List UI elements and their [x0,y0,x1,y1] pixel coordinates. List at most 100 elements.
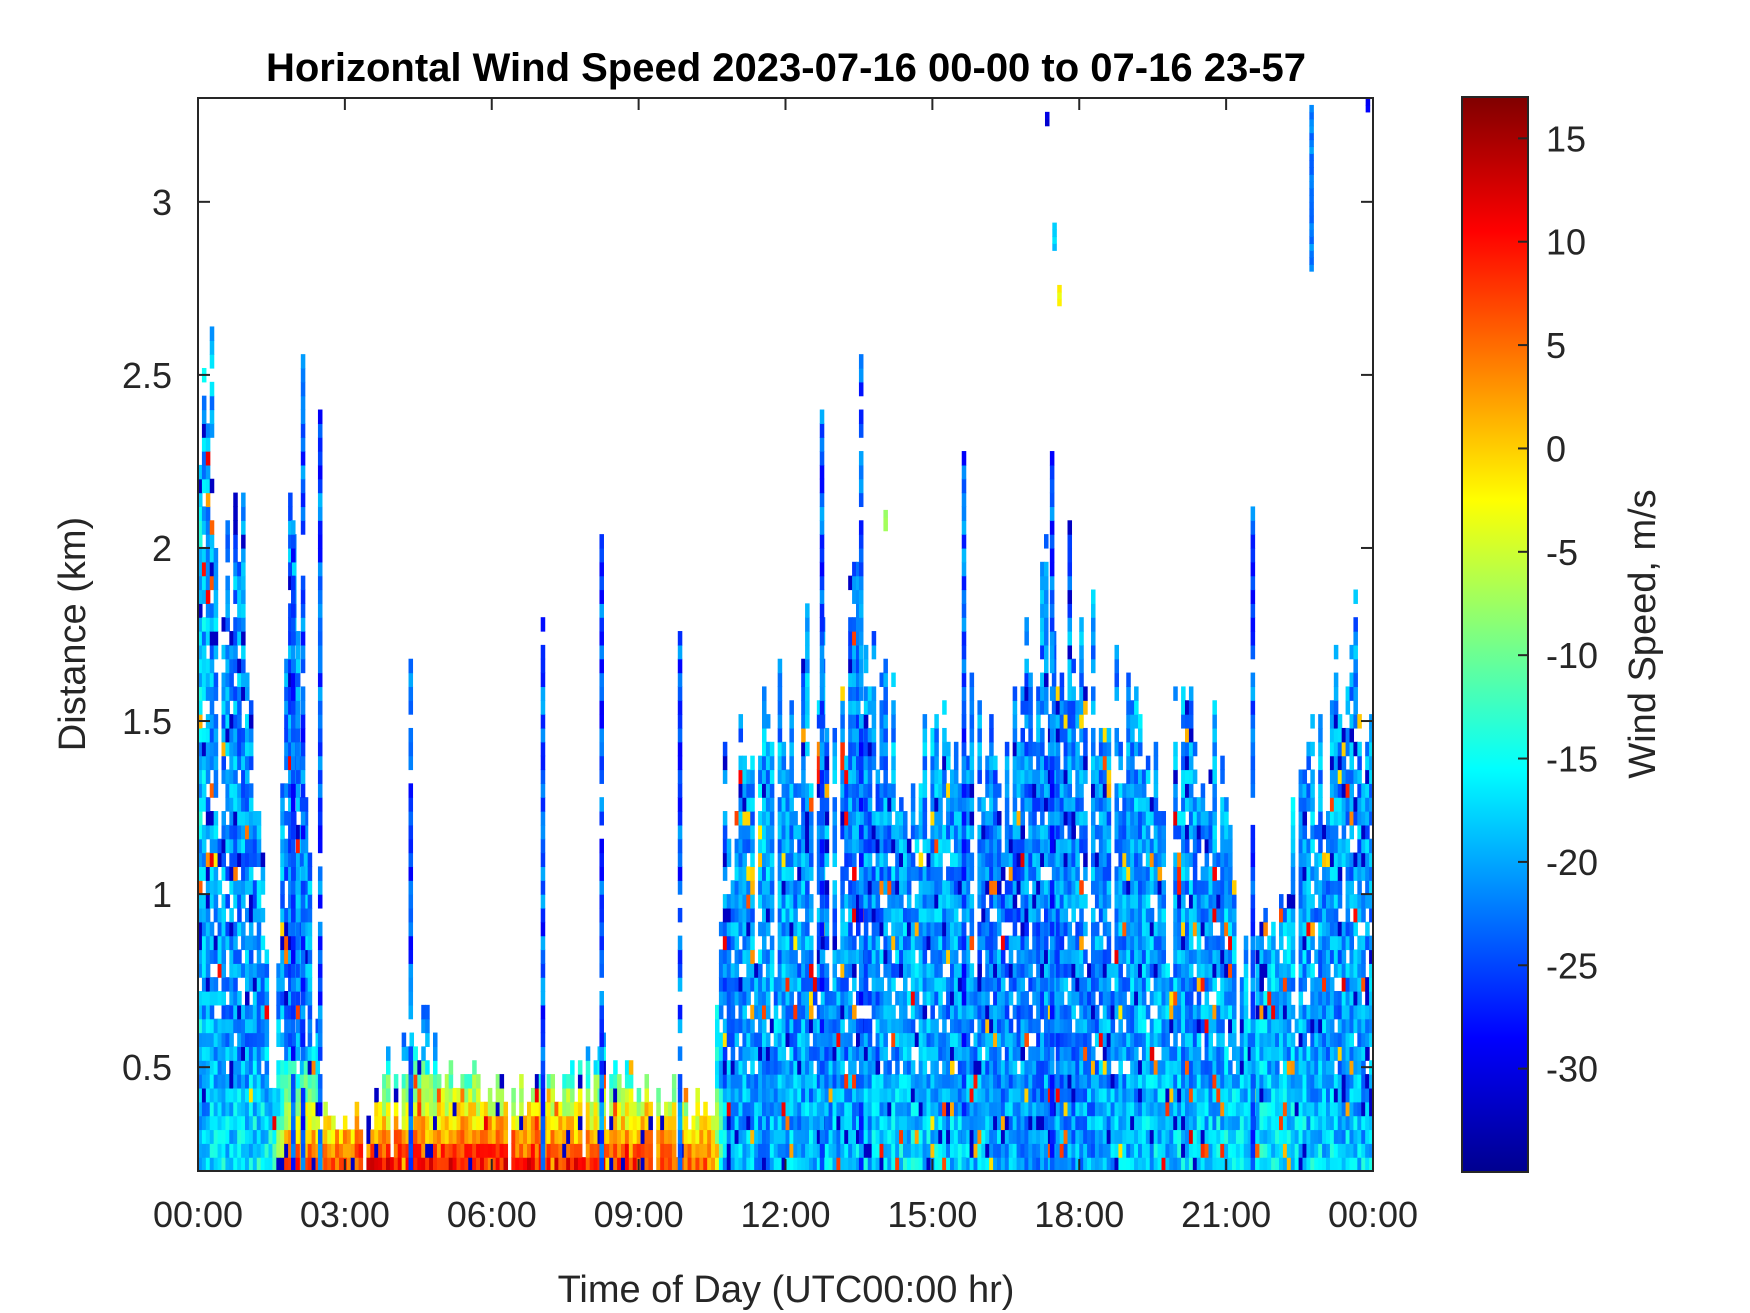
heatmap-cell [867,727,873,743]
heatmap-cell [1016,1115,1022,1131]
heatmap-cell [1091,658,1096,674]
heatmap-cell [1177,1046,1182,1061]
heatmap-cell [965,866,971,881]
heatmap-cell [589,1115,595,1131]
heatmap-cell [816,1115,822,1131]
heatmap-cell [1114,824,1120,840]
heatmap-cell [867,880,873,895]
heatmap-cell [562,1115,567,1131]
heatmap-cell [993,949,998,964]
heatmap-cell [1118,1004,1123,1020]
heatmap-cell [832,1046,838,1061]
heatmap-cell [1055,700,1061,715]
heatmap-cell [464,1115,469,1131]
heatmap-cell [233,880,238,895]
heatmap-cell [1036,1157,1041,1171]
heatmap-cell [209,395,215,411]
heatmap-cell [233,1157,238,1171]
heatmap-cell [1075,921,1080,937]
heatmap-cell [1122,907,1127,923]
heatmap-cell [495,1087,501,1103]
heatmap-cell [225,1115,230,1131]
heatmap-cell [448,1074,454,1089]
heatmap-cell [934,838,939,854]
heatmap-cell [1012,894,1018,909]
heatmap-cell [1059,963,1065,978]
heatmap-cell [264,1032,270,1047]
heatmap-cell [981,1115,986,1131]
heatmap-cell [769,963,775,978]
heatmap-cell [213,644,219,660]
heatmap-cell [401,1129,407,1144]
heatmap-cell [1067,520,1073,535]
heatmap-cell [750,1060,755,1075]
heatmap-cell [895,1115,900,1131]
heatmap-cell [910,1060,916,1075]
heatmap-cell [1169,1115,1174,1131]
heatmap-cell [1098,1018,1104,1034]
heatmap-cell [1134,963,1139,978]
heatmap-cell [848,658,853,674]
heatmap-cell [781,963,787,978]
heatmap-cell [871,907,877,923]
heatmap-cell [887,824,892,840]
heatmap-cell [993,1101,998,1117]
heatmap-cell [1126,866,1131,881]
heatmap-cell [1192,1115,1198,1131]
heatmap-cell [785,1157,791,1171]
heatmap-cell [248,824,254,840]
heatmap-cell [1020,824,1026,840]
heatmap-cell [871,1143,877,1158]
heatmap-cell [1098,894,1104,909]
heatmap-cell [1185,797,1190,812]
heatmap-cell [856,1143,861,1158]
heatmap-cell [1040,603,1045,618]
heatmap-cell [1020,1074,1026,1089]
heatmap-cell [233,797,238,812]
heatmap-cell [852,561,857,577]
heatmap-cell [981,1157,986,1171]
heatmap-cell [836,1143,841,1158]
heatmap-cell [871,1046,877,1061]
heatmap-cell [1122,852,1127,868]
heatmap-cell [856,838,861,854]
heatmap-cell [718,921,724,937]
heatmap-cell [1134,700,1139,715]
heatmap-cell [977,714,982,729]
heatmap-cell [946,1046,951,1061]
heatmap-cell [1079,1143,1084,1158]
heatmap-cell [879,1129,885,1144]
heatmap-cell [464,1143,469,1158]
heatmap-cell [856,949,861,964]
heatmap-cell [750,1115,755,1131]
heatmap-cell [765,1074,771,1089]
heatmap-cell [311,1046,317,1061]
heatmap-cell [781,838,787,854]
heatmap-cell [828,1032,834,1047]
heatmap-cell [295,1129,301,1144]
heatmap-cell [1075,852,1080,868]
heatmap-cell [1040,700,1045,715]
heatmap-cell [910,1101,916,1117]
heatmap-cell [797,935,802,951]
heatmap-cell [1055,1046,1061,1061]
heatmap-cell [1122,1032,1127,1047]
heatmap-cell [1126,1101,1131,1117]
heatmap-cell [311,1143,317,1158]
heatmap-cell [769,852,775,868]
heatmap-cell [621,1129,626,1144]
heatmap-cell [1114,1129,1120,1144]
heatmap-cell [1102,838,1108,854]
heatmap-cell [1110,1074,1116,1089]
heatmap-cell [284,1004,289,1020]
heatmap-cell [950,1032,955,1047]
heatmap-cell [1106,1157,1112,1171]
heatmap-cell [1063,894,1069,909]
heatmap-cell [476,1087,481,1103]
heatmap-cell [867,991,873,1006]
heatmap-cell [1063,1046,1069,1061]
heatmap-cell [863,1101,869,1117]
heatmap-cell [225,534,230,549]
heatmap-cell [1169,977,1174,992]
heatmap-cell [546,1115,552,1131]
